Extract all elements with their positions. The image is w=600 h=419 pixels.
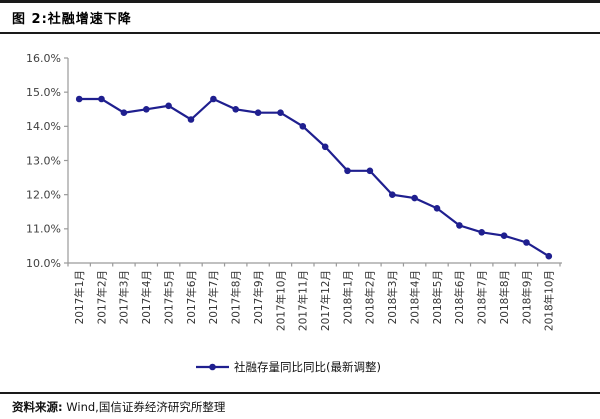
x-tick-label: 2017年12月 (319, 270, 332, 331)
data-point (187, 116, 195, 123)
line-chart: 16.0% 15.0% 14.0% 13.0% 12.0% 11.0% 10.0% 2017年… (26, 52, 562, 374)
x-tick-label: 2018年10月 (543, 270, 556, 331)
data-point (456, 222, 463, 229)
y-tick-label: 13.0% (26, 154, 61, 167)
x-tick-label: 2017年7月 (207, 270, 220, 324)
source-footer: 资料来源: Wind,国信证券经济研究所整理 (0, 392, 600, 415)
x-tick-label: 2018年7月 (476, 270, 489, 324)
x-tick-label: 2017年8月 (230, 270, 243, 324)
y-tick-label: 11.0% (26, 223, 61, 236)
x-tick-label: 2017年5月 (162, 270, 175, 324)
data-point (299, 123, 307, 130)
data-point (277, 109, 284, 116)
data-point (75, 95, 83, 103)
figure-header: 图 2:社融增速下降 (0, 0, 600, 34)
data-point (366, 167, 374, 175)
data-point (433, 205, 441, 212)
data-point (411, 194, 418, 202)
x-tick-label: 2017年6月 (185, 270, 198, 324)
x-tick-label: 2018年9月 (520, 270, 533, 324)
data-point (545, 252, 553, 260)
x-tick-label: 2018年5月 (431, 270, 444, 324)
data-point (523, 239, 530, 246)
data-point (120, 109, 128, 116)
source-label: 资料来源: (12, 400, 63, 414)
data-point (344, 167, 351, 175)
figure-title: 图 2:社融增速下降 (12, 12, 132, 27)
data-point (143, 106, 150, 113)
data-point (254, 109, 262, 116)
x-tick-label: 2017年4月 (140, 270, 153, 324)
x-tick-label: 2018年3月 (386, 270, 399, 324)
x-tick-label: 2017年9月 (252, 270, 265, 324)
y-tick-label: 15.0% (26, 86, 61, 99)
source-text: Wind,国信证券经济研究所整理 (66, 400, 226, 414)
x-tick-label: 2017年11月 (297, 270, 310, 331)
data-point (98, 95, 105, 103)
x-tick-label: 2017年1月 (73, 270, 86, 324)
data-point (500, 232, 508, 239)
x-tick-label: 2017年2月 (95, 270, 108, 324)
data-point (389, 191, 396, 198)
x-tick-label: 2018年8月 (498, 270, 511, 324)
x-tick-label: 2018年2月 (364, 270, 377, 324)
x-tick-label: 2018年6月 (453, 270, 466, 324)
y-tick-label: 10.0% (26, 257, 61, 270)
x-tick-label: 2017年10月 (274, 270, 287, 331)
data-point (210, 95, 217, 103)
data-point (478, 229, 486, 236)
data-point (165, 102, 172, 110)
x-tick-label: 2017年3月 (118, 270, 131, 324)
x-tick-label: 2018年4月 (408, 270, 421, 324)
y-tick-label: 12.0% (26, 188, 61, 201)
data-point (232, 106, 239, 113)
legend-marker-icon (209, 363, 216, 371)
legend-label: 社融存量同比同比(最新调整) (234, 360, 381, 374)
data-point (321, 143, 329, 151)
y-tick-label: 16.0% (26, 52, 61, 65)
y-tick-label: 14.0% (26, 120, 61, 133)
x-tick-label: 2018年1月 (341, 270, 354, 324)
series-line (79, 97, 550, 258)
